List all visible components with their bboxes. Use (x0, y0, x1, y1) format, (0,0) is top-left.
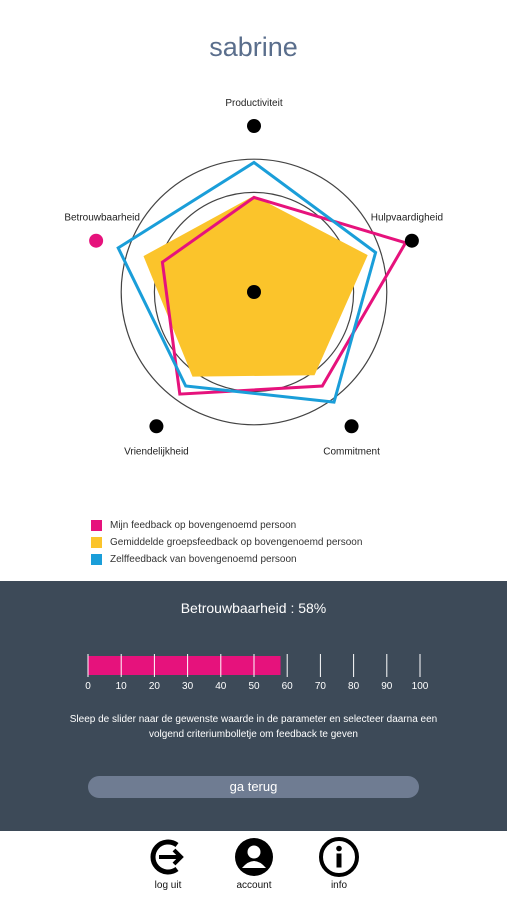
logout-icon (150, 839, 184, 875)
radar-series-mijn (160, 195, 408, 396)
slider-tick-label: 60 (282, 681, 294, 692)
axis-label-vriendelijkheid: Vriendelijkheid (124, 446, 189, 457)
axis-label-betrouwbaarheid: Betrouwbaarheid (64, 213, 140, 224)
parameter-label: Betrouwbaarheid : 58% (180, 600, 327, 616)
slider-tick-label: 80 (348, 681, 360, 692)
instructions-text: Sleep de slider naar de gewenste waarde … (69, 714, 438, 740)
page-title: sabrine (209, 32, 298, 62)
axis-label-commitment: Commitment (323, 446, 380, 457)
legend-label: Mijn feedback op bovengenoemd persoon (110, 520, 297, 531)
axis-label-hulpvaardigheid: Hulpvaardigheid (371, 213, 443, 224)
slider-tick-label: 40 (215, 681, 227, 692)
back-button[interactable]: ga terug (88, 776, 419, 798)
radar-ring (153, 191, 355, 393)
legend-label: Zelffeedback van bovengenoemd persoon (110, 554, 297, 565)
account-icon (235, 838, 273, 876)
slider-tick-label: 10 (116, 681, 128, 692)
nav-label: info (330, 880, 348, 891)
legend-item-groepsfeedback: Gemiddelde groepsfeedback op bovengenoem… (91, 534, 362, 551)
legend-label: Gemiddelde groepsfeedback op bovengenoem… (110, 537, 363, 548)
legend-swatch (91, 520, 102, 531)
info-icon (319, 837, 359, 877)
criterium-dot-betrouwbaarheid[interactable] (89, 233, 104, 248)
logout-button[interactable]: log uit (128, 836, 208, 891)
feedback-panel: Betrouwbaarheid : 58% 0 10 20 30 40 50 60 70 80 9… (0, 581, 507, 831)
criterium-dot-vriendelijkheid[interactable] (149, 419, 164, 434)
slider-tick-label: 100 (412, 681, 429, 692)
legend-swatch (91, 537, 102, 548)
slider-tick-label: 50 (248, 681, 260, 692)
legend-item-zelffeedback: Zelffeedback van bovengenoemd persoon (91, 551, 362, 568)
radar-ring (120, 158, 388, 426)
radar-chart: Productiviteit Hulpvaardigheid Commitment V… (64, 98, 443, 457)
slider-tick-label: 90 (381, 681, 393, 692)
criterium-dot-commitment[interactable] (344, 419, 359, 434)
axis-label-productiviteit: Productiviteit (225, 98, 282, 109)
nav-label: account (236, 880, 272, 891)
bottom-nav: log uit account info (0, 836, 507, 900)
criterium-dot-hulpvaardigheid[interactable] (404, 233, 419, 248)
criterium-dot-productiviteit[interactable] (247, 119, 261, 133)
legend-swatch (91, 554, 102, 565)
nav-label: log uit (154, 880, 182, 891)
radar-series-zelffeedback (116, 160, 378, 404)
radar-center-dot (247, 285, 261, 299)
legend-item-mijn-feedback: Mijn feedback op bovengenoemd persoon (91, 517, 362, 534)
account-button[interactable]: account (214, 836, 294, 891)
info-button[interactable]: info (299, 836, 379, 891)
chart-legend: Mijn feedback op bovengenoemd persoon Ge… (91, 517, 362, 568)
slider-tick-label: 0 (85, 681, 91, 692)
slider-tick-label: 70 (315, 681, 327, 692)
slider-fill[interactable] (88, 656, 281, 675)
slider-tick-label: 30 (182, 681, 194, 692)
feedback-slider[interactable]: 0 10 20 30 40 50 60 70 80 90 100 (0, 641, 507, 701)
slider-tick-label: 20 (149, 681, 161, 692)
